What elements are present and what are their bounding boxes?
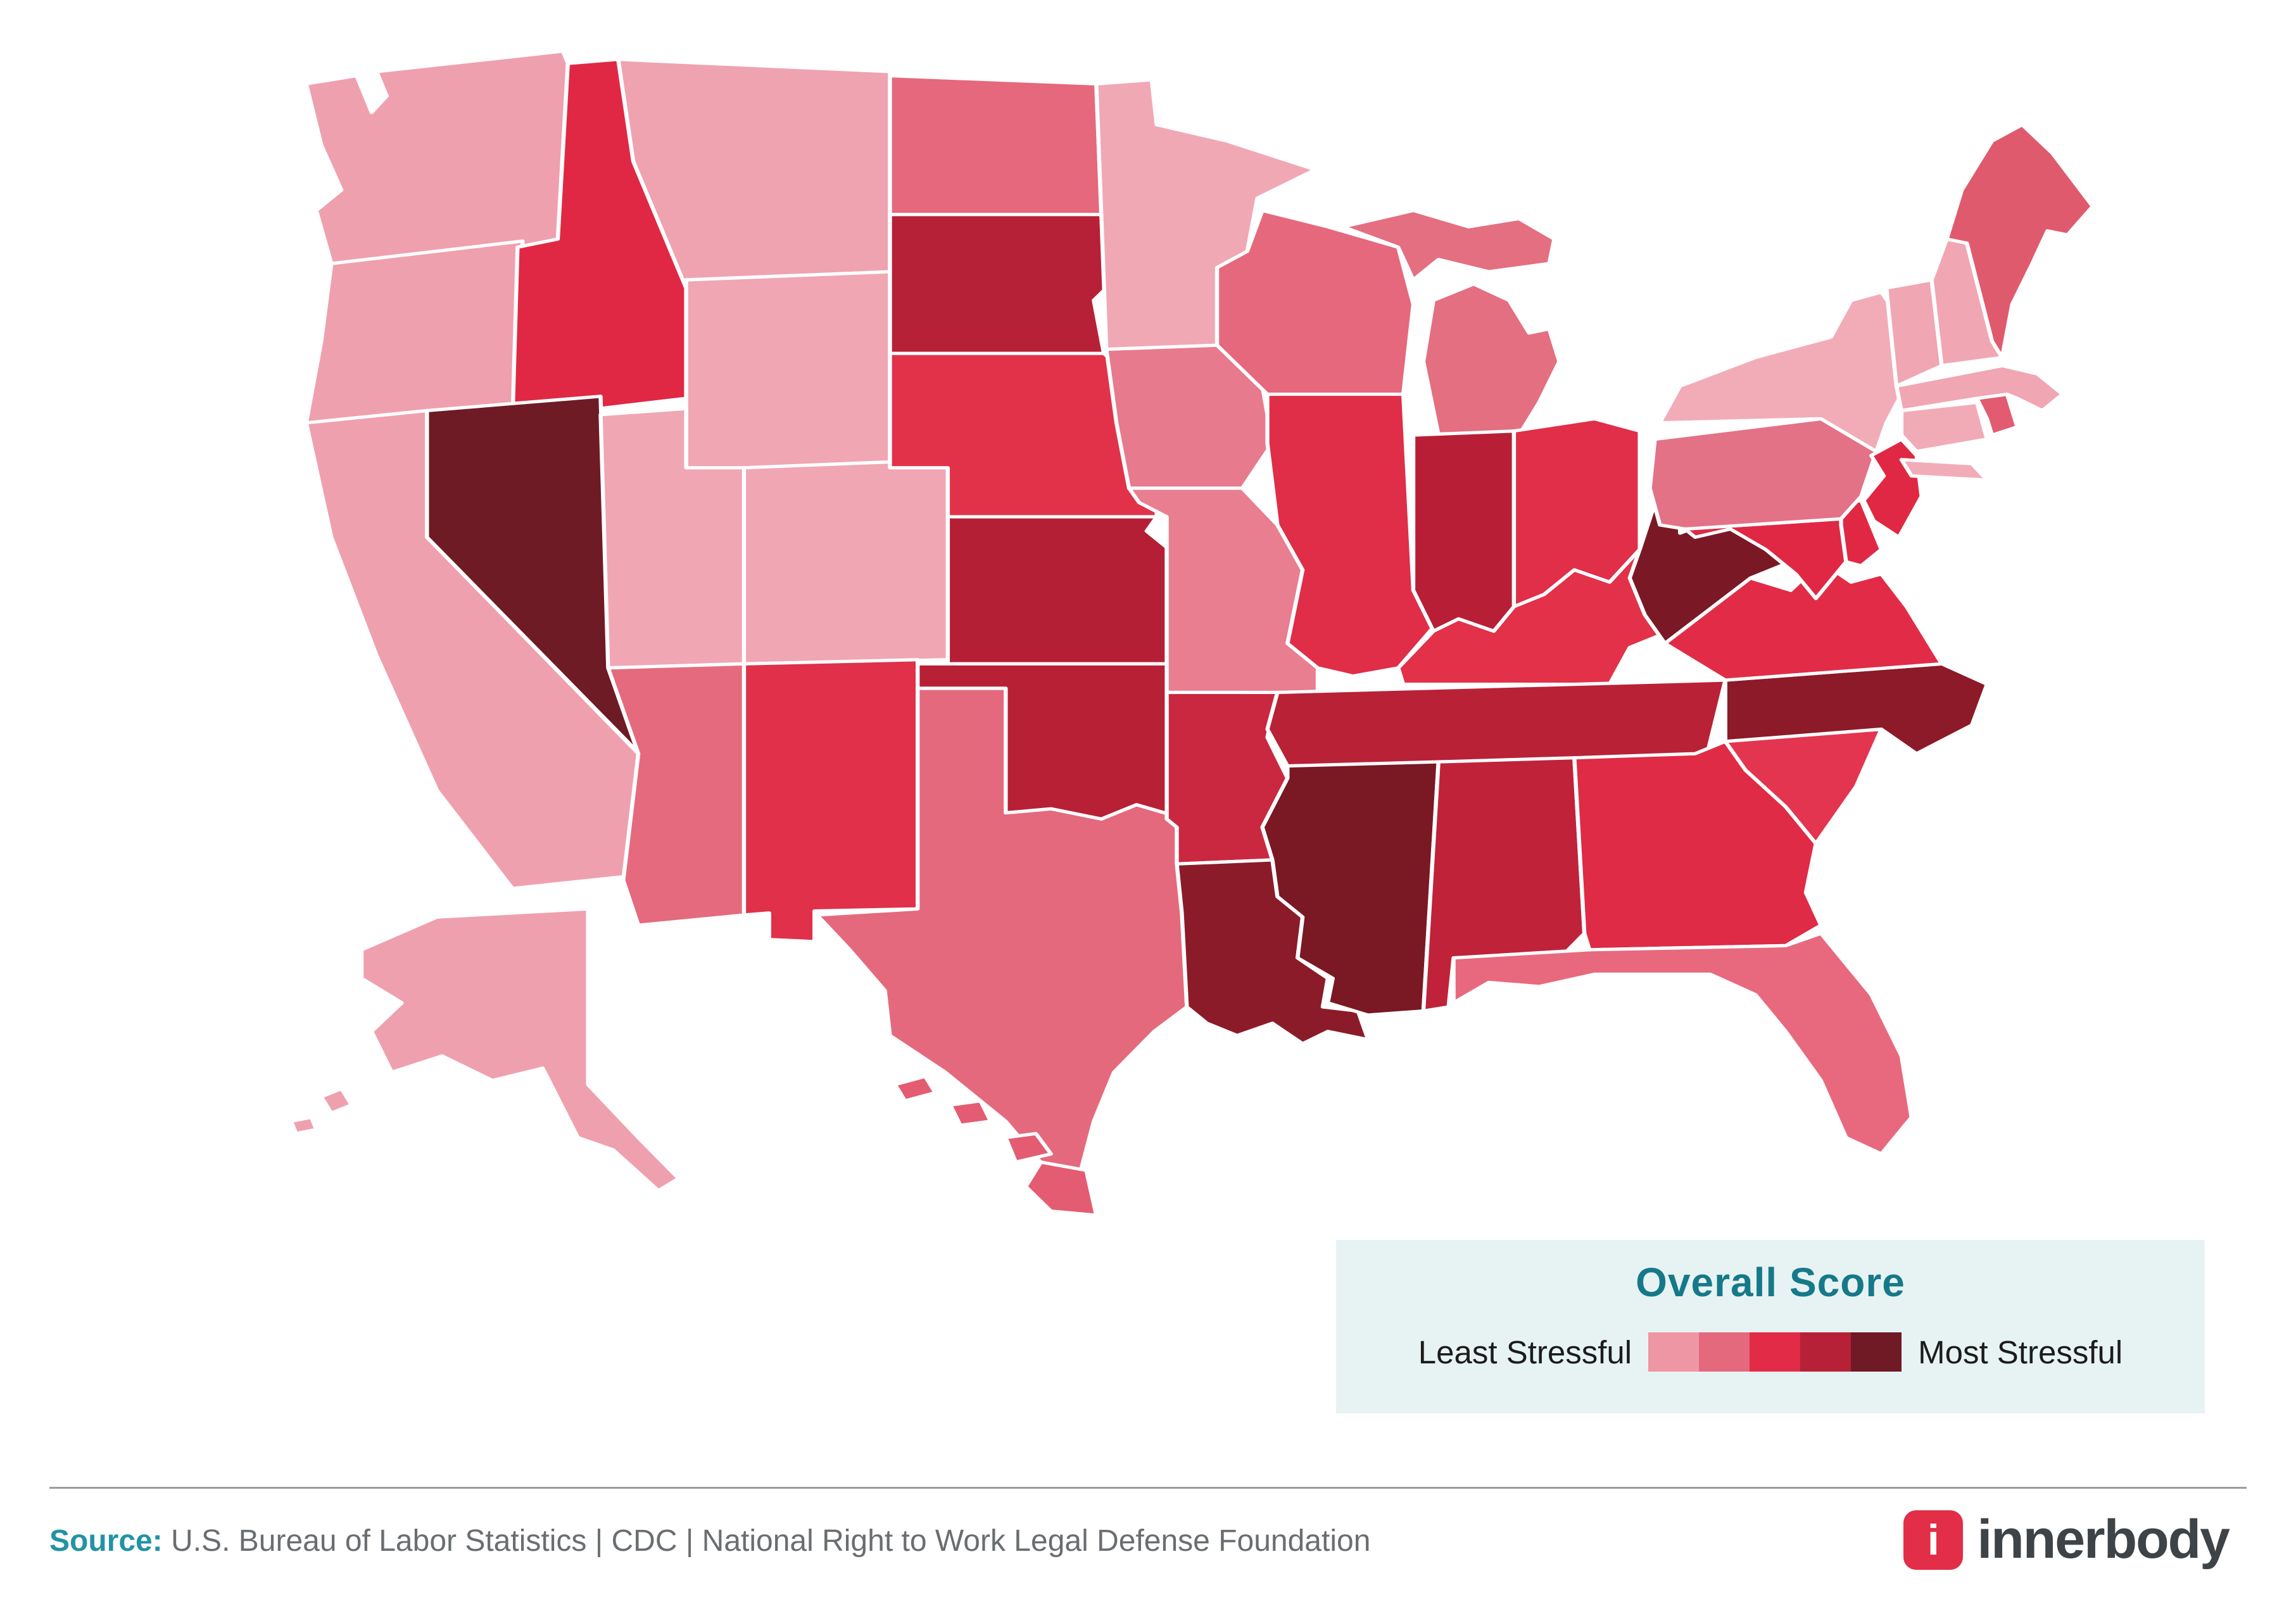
- legend-swatch-5: [1851, 1332, 1902, 1372]
- legend-min-label: Least Stressful: [1418, 1334, 1632, 1370]
- state-massachusetts: [1894, 363, 2065, 412]
- state-wyoming: [684, 270, 892, 474]
- innerbody-logo-text: innerbody: [1977, 1509, 2230, 1570]
- state-south-dakota: [888, 213, 1109, 355]
- state-delaware: [1839, 498, 1884, 568]
- innerbody-logo: i innerbody: [1903, 1508, 2230, 1571]
- source-label: Source:: [49, 1524, 163, 1558]
- legend-swatch-2: [1699, 1332, 1750, 1372]
- state-minnesota: [1094, 78, 1318, 351]
- state-tennessee: [1265, 678, 1727, 768]
- state-florida: [1451, 931, 1914, 1156]
- state-wisconsin: [1214, 208, 1416, 396]
- source-text: U.S. Bureau of Labor Statistics | CDC | …: [162, 1524, 1371, 1558]
- legend-color-scale: [1648, 1332, 1902, 1372]
- state-hawaii: [893, 1075, 1099, 1217]
- state-pennsylvania: [1648, 417, 1879, 531]
- state-maine: [1945, 123, 2095, 360]
- state-kentucky: [1396, 548, 1687, 686]
- legend-title: Overall Score: [1636, 1260, 1905, 1305]
- state-new-jersey: [1862, 437, 1924, 539]
- state-indiana: [1411, 429, 1517, 633]
- state-alaska: [289, 907, 681, 1192]
- state-texas: [815, 686, 1189, 1209]
- state-north-carolina: [1723, 662, 1990, 755]
- state-colorado: [741, 458, 950, 666]
- state-shapes: [289, 49, 2095, 1217]
- legend: Overall Score Least Stressful Most Stres…: [1336, 1240, 2205, 1413]
- state-north-dakota: [888, 73, 1104, 217]
- state-illinois: [1265, 393, 1435, 678]
- state-kansas: [945, 515, 1169, 666]
- state-georgia: [1572, 740, 1823, 952]
- legend-swatch-1: [1648, 1332, 1700, 1372]
- state-oregon: [304, 239, 525, 425]
- state-washington: [304, 49, 571, 265]
- state-new-mexico: [741, 658, 920, 944]
- legend-swatch-3: [1750, 1332, 1801, 1372]
- state-michigan: [1340, 208, 1561, 437]
- us-choropleth-map: [289, 49, 2095, 1217]
- legend-scale-row: Least Stressful Most Stressful: [1418, 1332, 2123, 1372]
- legend-max-label: Most Stressful: [1918, 1334, 2123, 1370]
- innerbody-logo-icon: i: [1903, 1510, 1964, 1570]
- legend-swatch-4: [1800, 1332, 1851, 1372]
- state-connecticut: [1899, 400, 1990, 453]
- footer-divider: [49, 1487, 2247, 1489]
- source-line: Source: U.S. Bureau of Labor Statistics …: [49, 1524, 1370, 1558]
